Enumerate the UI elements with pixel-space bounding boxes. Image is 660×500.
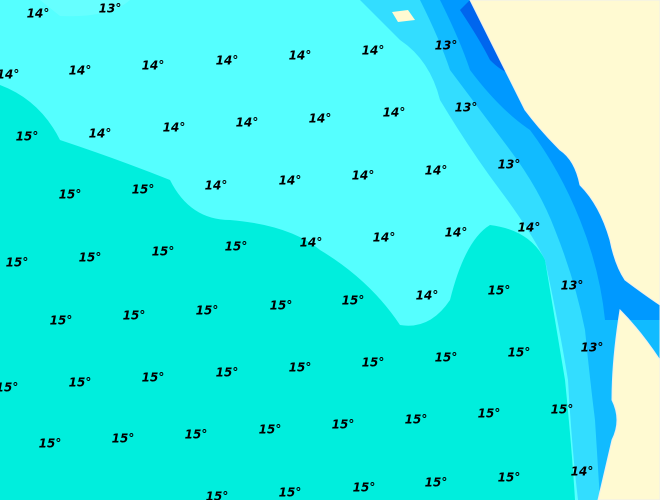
temperature-label: 14° [362, 44, 385, 58]
temperature-label: 14° [383, 106, 406, 120]
temperature-label: 15° [152, 245, 175, 259]
temperature-label: 14° [163, 121, 186, 135]
temperature-label: 13° [455, 101, 478, 115]
temperature-label: 15° [342, 294, 365, 308]
temperature-label: 13° [581, 341, 604, 355]
temperature-label: 13° [435, 39, 458, 53]
temperature-label: 15° [425, 476, 448, 490]
temperature-label: 15° [185, 428, 208, 442]
temperature-label: 15° [16, 130, 39, 144]
temperature-label: 14° [425, 164, 448, 178]
temperature-label: 14° [300, 236, 323, 250]
temperature-label: 15° [59, 188, 82, 202]
temperature-label: 15° [353, 481, 376, 495]
cool-water-patch [40, 0, 130, 17]
temperature-label: 14° [205, 179, 228, 193]
island [500, 15, 545, 30]
temperature-label: 15° [39, 437, 62, 451]
temperature-label: 14° [373, 231, 396, 245]
temperature-label: 15° [332, 418, 355, 432]
temperature-label: 14° [352, 169, 375, 183]
temperature-label: 15° [508, 346, 531, 360]
temperature-label: 14° [289, 49, 312, 63]
temperature-label: 13° [99, 2, 122, 16]
land [469, 0, 660, 500]
temperature-label: 13° [561, 279, 584, 293]
temperature-label: 15° [488, 284, 511, 298]
temperature-label: 15° [123, 309, 146, 323]
temperature-label: 15° [142, 371, 165, 385]
temperature-label: 14° [445, 226, 468, 240]
temperature-label: 15° [50, 314, 73, 328]
temperature-label: 14° [69, 64, 92, 78]
temperature-label: 15° [279, 486, 302, 500]
temperature-label: 15° [132, 183, 155, 197]
temperature-label: 14° [27, 7, 50, 21]
temperature-label: 14° [89, 127, 112, 141]
temperature-label: 15° [112, 432, 135, 446]
temperature-label: 15° [6, 256, 29, 270]
temperature-label: 15° [498, 471, 521, 485]
temperature-label: 14° [309, 112, 332, 126]
temperature-label: 15° [551, 403, 574, 417]
temperature-label: 15° [259, 423, 282, 437]
temperature-label: 14° [0, 68, 19, 82]
temperature-label: 15° [79, 251, 102, 265]
temperature-label: 14° [216, 54, 239, 68]
temperature-label: 14° [416, 289, 439, 303]
temperature-label: 15° [225, 240, 248, 254]
temperature-label: 14° [142, 59, 165, 73]
temperature-label: 15° [196, 304, 219, 318]
temperature-label: 14° [279, 174, 302, 188]
island [392, 10, 415, 22]
temperature-label: 15° [206, 490, 229, 500]
temperature-label: 15° [0, 381, 18, 395]
temperature-label: 14° [236, 116, 259, 130]
temperature-label: 15° [478, 407, 501, 421]
temperature-label: 15° [405, 413, 428, 427]
temperature-label: 15° [362, 356, 385, 370]
temperature-label: 15° [270, 299, 293, 313]
island [585, 168, 612, 190]
temperature-label: 14° [571, 465, 594, 479]
temperature-label: 15° [289, 361, 312, 375]
warm-water [0, 85, 575, 500]
temperature-label: 15° [216, 366, 239, 380]
temperature-label: 14° [518, 221, 541, 235]
temperature-label: 13° [498, 158, 521, 172]
temperature-label: 15° [69, 376, 92, 390]
temperature-label: 15° [435, 351, 458, 365]
